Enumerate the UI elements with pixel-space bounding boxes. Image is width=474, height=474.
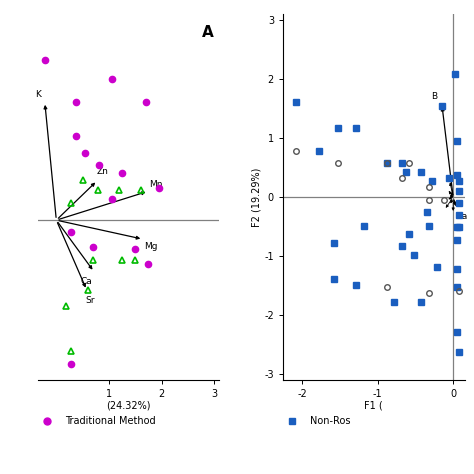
Text: Mn: Mn <box>149 180 163 189</box>
Text: B: B <box>431 92 438 101</box>
Y-axis label: F2 (19.29%): F2 (19.29%) <box>251 168 262 227</box>
Text: Sr: Sr <box>85 297 95 306</box>
Text: Traditional Method: Traditional Method <box>65 416 156 426</box>
X-axis label: (24.32%): (24.32%) <box>107 401 151 411</box>
Text: K: K <box>36 90 41 99</box>
Text: A: A <box>202 25 214 40</box>
Text: Ca: Ca <box>81 277 93 286</box>
Text: Zn: Zn <box>97 167 109 176</box>
Text: Non-Ros: Non-Ros <box>310 416 351 426</box>
X-axis label: F1 (: F1 ( <box>365 401 383 411</box>
Text: Na: Na <box>456 212 468 221</box>
Text: Mg: Mg <box>144 242 157 251</box>
